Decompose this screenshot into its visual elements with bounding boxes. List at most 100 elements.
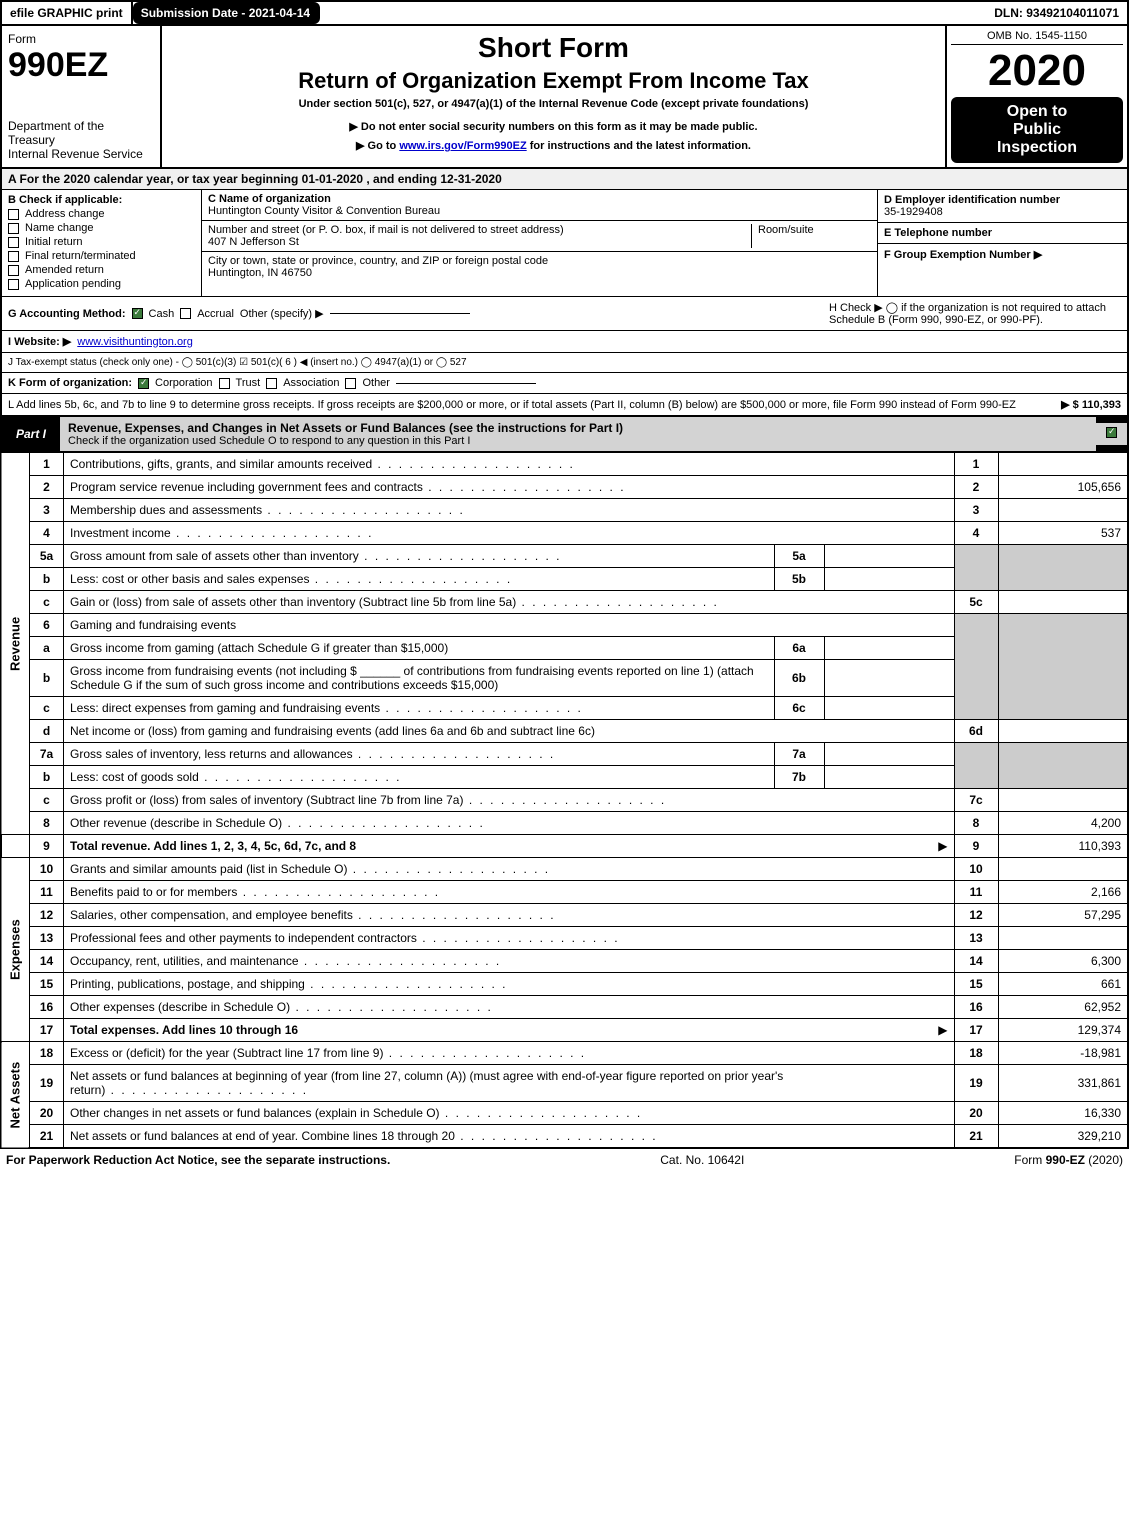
box-b: B Check if applicable: Address change Na… xyxy=(2,190,202,296)
box-d-e-f: D Employer identification number 35-1929… xyxy=(877,190,1127,296)
cb-cash[interactable] xyxy=(132,308,143,319)
num-9: 9 xyxy=(954,835,998,858)
goto-pre: ▶ Go to xyxy=(356,140,399,152)
sub-7a: 7a xyxy=(774,743,824,766)
text-accrual: Accrual xyxy=(197,308,234,320)
desc-1: Contributions, gifts, grants, and simila… xyxy=(70,457,575,471)
row-l: L Add lines 5b, 6c, and 7b to line 9 to … xyxy=(2,394,1127,417)
desc-6: Gaming and fundraising events xyxy=(64,614,955,637)
footer-left: For Paperwork Reduction Act Notice, see … xyxy=(6,1153,390,1167)
open-line3: Inspection xyxy=(955,139,1119,157)
subval-6b xyxy=(824,660,954,697)
shade-7 xyxy=(954,743,998,789)
cb-initial-return[interactable]: Initial return xyxy=(8,236,195,248)
cb-accrual[interactable] xyxy=(180,308,191,319)
num-3: 3 xyxy=(954,499,998,522)
irs-link[interactable]: www.irs.gov/Form990EZ xyxy=(399,140,526,152)
desc-14: Occupancy, rent, utilities, and maintena… xyxy=(70,954,501,968)
row-i: I Website: ▶ www.visithuntington.org xyxy=(2,331,1127,353)
ln-9: 9 xyxy=(30,835,64,858)
num-21: 21 xyxy=(954,1125,998,1149)
ln-11: 11 xyxy=(30,881,64,904)
amt-6d xyxy=(998,720,1128,743)
cb-trust[interactable] xyxy=(219,378,230,389)
text-corporation: Corporation xyxy=(155,377,212,389)
tax-year: 2020 xyxy=(951,49,1123,93)
ln-14: 14 xyxy=(30,950,64,973)
amt-10 xyxy=(998,858,1128,881)
desc-20: Other changes in net assets or fund bala… xyxy=(70,1106,642,1120)
cb-application-pending[interactable]: Application pending xyxy=(8,278,195,290)
part-i-schedule-o-check[interactable] xyxy=(1096,423,1127,445)
cb-address-change[interactable]: Address change xyxy=(8,208,195,220)
org-name: Huntington County Visitor & Convention B… xyxy=(208,205,871,217)
subval-7b xyxy=(824,766,954,789)
goto-line: ▶ Go to www.irs.gov/Form990EZ for instru… xyxy=(172,139,935,152)
return-title: Return of Organization Exempt From Incom… xyxy=(172,68,935,94)
city-state-zip: Huntington, IN 46750 xyxy=(208,267,871,279)
desc-7c: Gross profit or (loss) from sales of inv… xyxy=(70,793,666,807)
label-street: Number and street (or P. O. box, if mail… xyxy=(208,224,751,236)
amt-16: 62,952 xyxy=(998,996,1128,1019)
ln-7a: 7a xyxy=(30,743,64,766)
sub-6b: 6b xyxy=(774,660,824,697)
num-4: 4 xyxy=(954,522,998,545)
desc-4: Investment income xyxy=(70,526,373,540)
row-l-amount: ▶ $ 110,393 xyxy=(1061,398,1121,411)
website-link[interactable]: www.visithuntington.org xyxy=(77,336,193,348)
ln-20: 20 xyxy=(30,1102,64,1125)
ln-7c: c xyxy=(30,789,64,812)
amt-4: 537 xyxy=(998,522,1128,545)
side-expenses: Expenses xyxy=(1,858,30,1042)
amt-14: 6,300 xyxy=(998,950,1128,973)
cb-final-return[interactable]: Final return/terminated xyxy=(8,250,195,262)
text-other-specify: Other (specify) ▶ xyxy=(240,307,324,320)
room-suite-label: Room/suite xyxy=(751,224,871,248)
cb-other-org[interactable] xyxy=(345,378,356,389)
ln-6: 6 xyxy=(30,614,64,637)
efile-label[interactable]: efile GRAPHIC print xyxy=(2,2,133,24)
desc-15: Printing, publications, postage, and shi… xyxy=(70,977,508,991)
ln-5b: b xyxy=(30,568,64,591)
desc-9: Total revenue. Add lines 1, 2, 3, 4, 5c,… xyxy=(70,839,356,853)
submission-date-button[interactable]: Submission Date - 2021-04-14 xyxy=(133,2,320,24)
form-number: 990EZ xyxy=(8,46,154,85)
subtitle: Under section 501(c), 527, or 4947(a)(1)… xyxy=(172,98,935,110)
label-ein: D Employer identification number xyxy=(884,194,1121,206)
desc-13: Professional fees and other payments to … xyxy=(70,931,620,945)
desc-11: Benefits paid to or for members xyxy=(70,885,440,899)
num-15: 15 xyxy=(954,973,998,996)
desc-12: Salaries, other compensation, and employ… xyxy=(70,908,556,922)
row-l-text: L Add lines 5b, 6c, and 7b to line 9 to … xyxy=(8,399,1016,411)
ln-6b: b xyxy=(30,660,64,697)
amt-7c xyxy=(998,789,1128,812)
num-13: 13 xyxy=(954,927,998,950)
cb-name-change[interactable]: Name change xyxy=(8,222,195,234)
cb-amended-return[interactable]: Amended return xyxy=(8,264,195,276)
desc-16: Other expenses (describe in Schedule O) xyxy=(70,1000,493,1014)
subval-7a xyxy=(824,743,954,766)
amt-12: 57,295 xyxy=(998,904,1128,927)
num-14: 14 xyxy=(954,950,998,973)
page-footer: For Paperwork Reduction Act Notice, see … xyxy=(0,1149,1129,1171)
text-cash: Cash xyxy=(149,308,175,320)
cb-association[interactable] xyxy=(266,378,277,389)
label-group-exemption: F Group Exemption Number ▶ xyxy=(878,244,1127,296)
spacer xyxy=(320,9,986,17)
cb-corporation[interactable] xyxy=(138,378,149,389)
shade-amt-7 xyxy=(998,743,1128,789)
desc-17: Total expenses. Add lines 10 through 16 xyxy=(70,1023,298,1037)
num-10: 10 xyxy=(954,858,998,881)
open-to-public-badge: Open to Public Inspection xyxy=(951,97,1123,163)
row-j: J Tax-exempt status (check only one) - ◯… xyxy=(2,353,1127,373)
label-website: I Website: ▶ xyxy=(8,335,71,348)
desc-10: Grants and similar amounts paid (list in… xyxy=(70,862,550,876)
omb-number: OMB No. 1545-1150 xyxy=(951,30,1123,45)
other-specify-input[interactable] xyxy=(330,313,470,314)
amt-18: -18,981 xyxy=(998,1042,1128,1065)
desc-8: Other revenue (describe in Schedule O) xyxy=(70,816,485,830)
other-org-input[interactable] xyxy=(396,383,536,384)
part-i-title: Revenue, Expenses, and Changes in Net As… xyxy=(60,417,1096,451)
amt-8: 4,200 xyxy=(998,812,1128,835)
box-c: C Name of organization Huntington County… xyxy=(202,190,877,296)
